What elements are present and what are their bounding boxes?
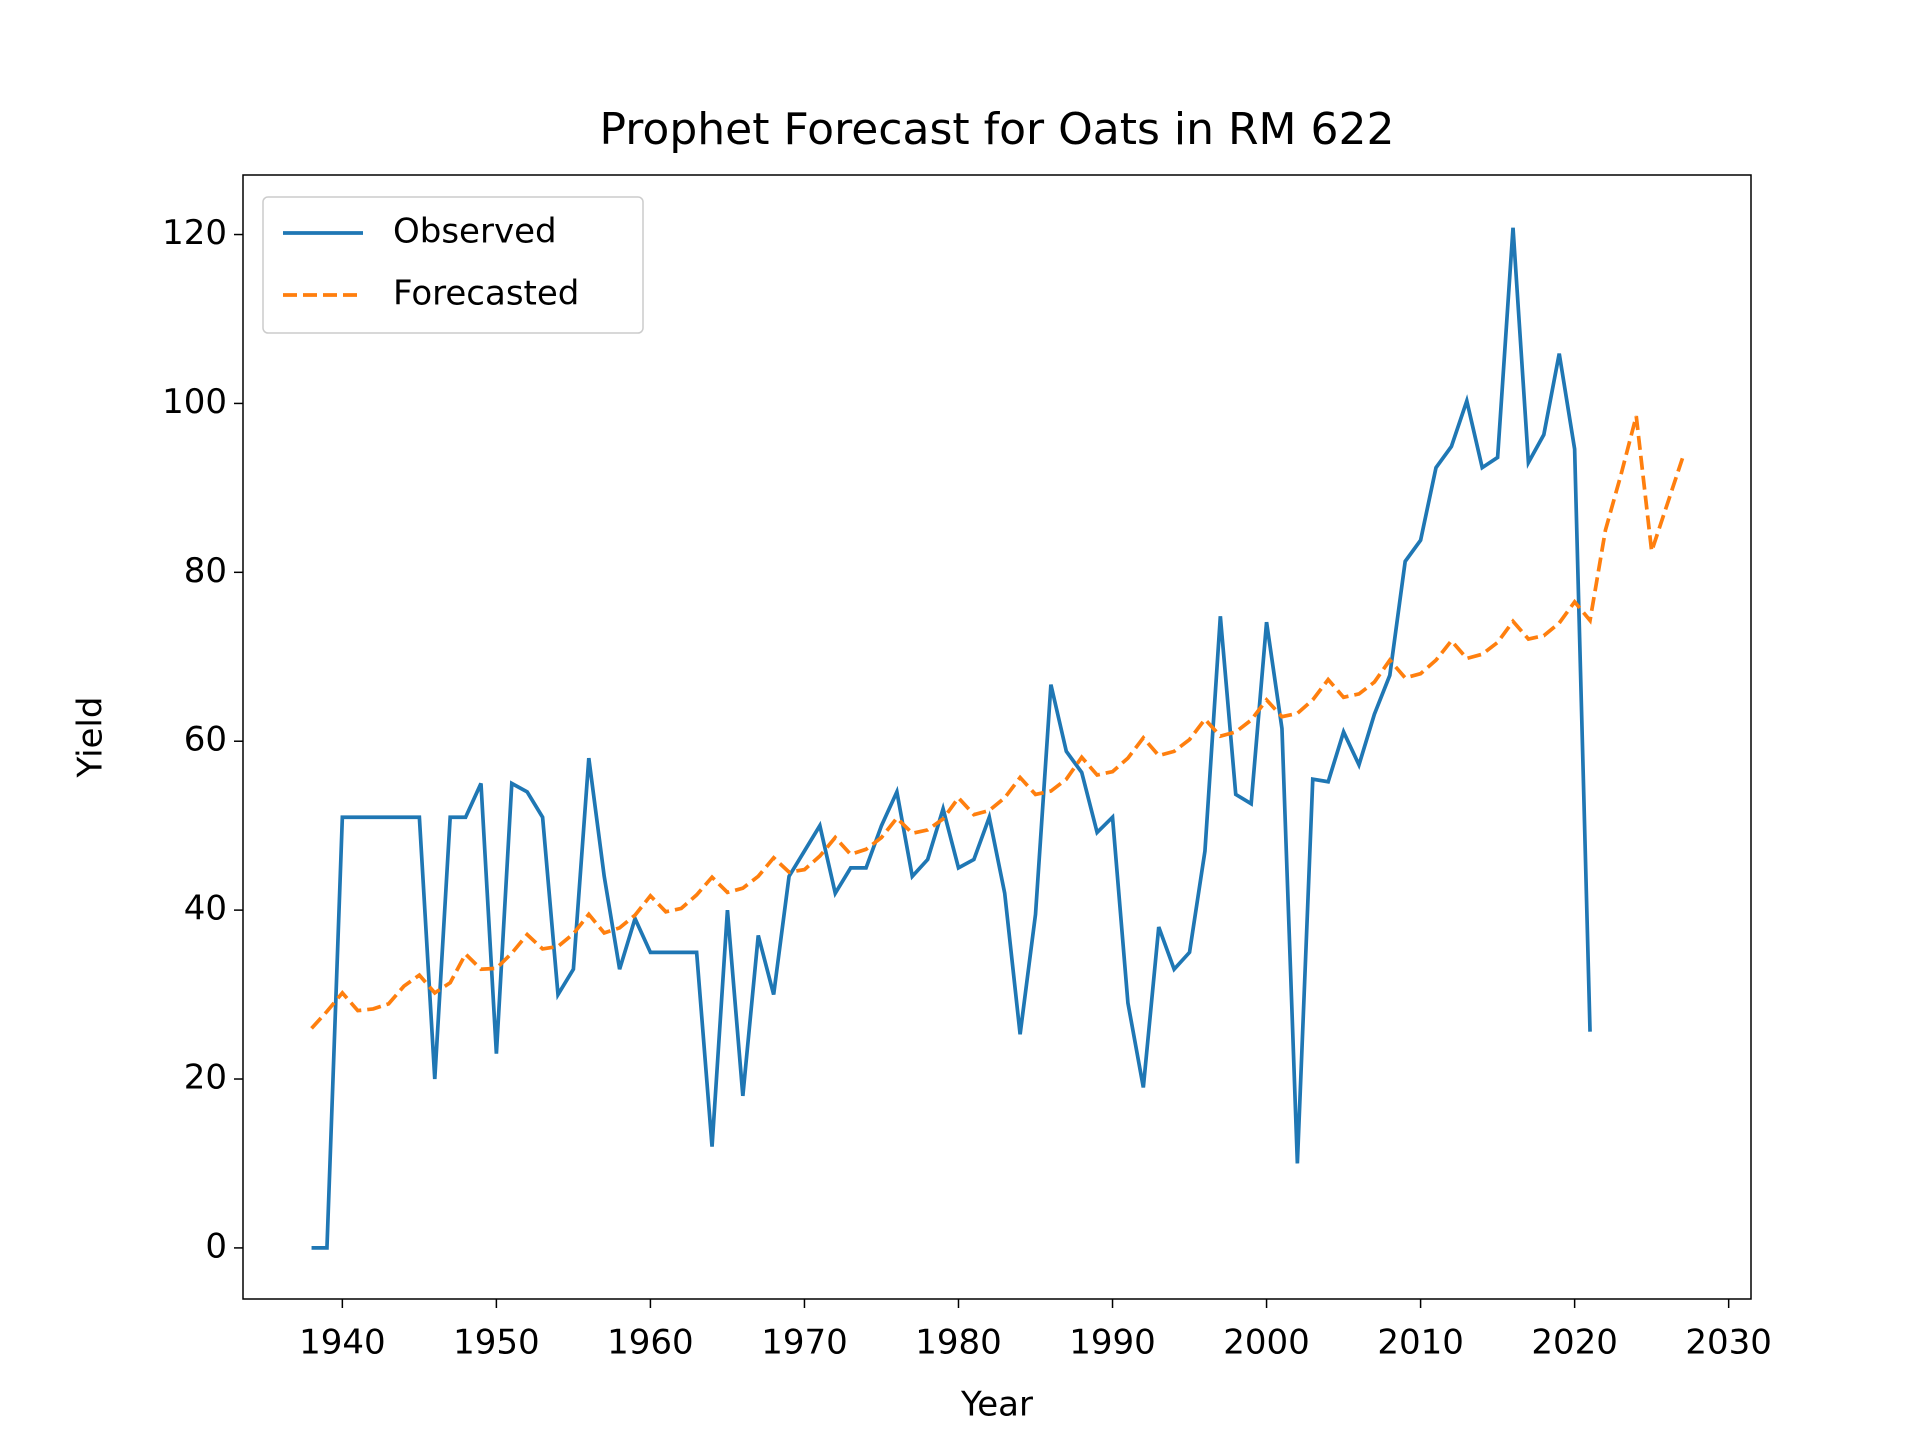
- x-axis-label: Year: [960, 1385, 1033, 1425]
- plot-frame: [242, 174, 1752, 1300]
- y-tick-label: 80: [184, 551, 227, 591]
- x-tick-label: 2010: [1377, 1323, 1464, 1363]
- y-tick-label: 60: [184, 720, 227, 760]
- x-tick-label: 2020: [1531, 1323, 1618, 1363]
- chart-title: Prophet Forecast for Oats in RM 622: [600, 104, 1395, 155]
- x-tick-label: 1940: [299, 1323, 386, 1363]
- x-tick-label: 1970: [761, 1323, 848, 1363]
- y-tick-label: 100: [162, 382, 227, 422]
- series-line: [311, 227, 1592, 1250]
- x-tick-label: 1950: [453, 1323, 540, 1363]
- y-tick-label: 20: [184, 1058, 227, 1098]
- x-tick-label: 1960: [607, 1323, 694, 1363]
- y-axis-label: Yield: [71, 697, 111, 779]
- legend-label: Forecasted: [393, 274, 579, 314]
- x-tick-label: 2000: [1223, 1323, 1310, 1363]
- y-tick-label: 120: [162, 213, 227, 253]
- series-line: [310, 415, 1685, 1030]
- legend-label: Observed: [393, 212, 557, 252]
- x-tick-label: 1980: [915, 1323, 1002, 1363]
- y-tick-label: 40: [184, 889, 227, 929]
- legend-box: [262, 196, 644, 334]
- x-tick-label: 2030: [1685, 1323, 1772, 1363]
- x-tick-label: 1990: [1069, 1323, 1156, 1363]
- y-tick-label: 0: [205, 1226, 227, 1266]
